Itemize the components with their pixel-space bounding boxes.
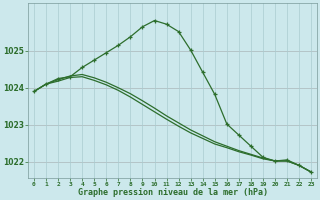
X-axis label: Graphe pression niveau de la mer (hPa): Graphe pression niveau de la mer (hPa) [77,188,268,197]
